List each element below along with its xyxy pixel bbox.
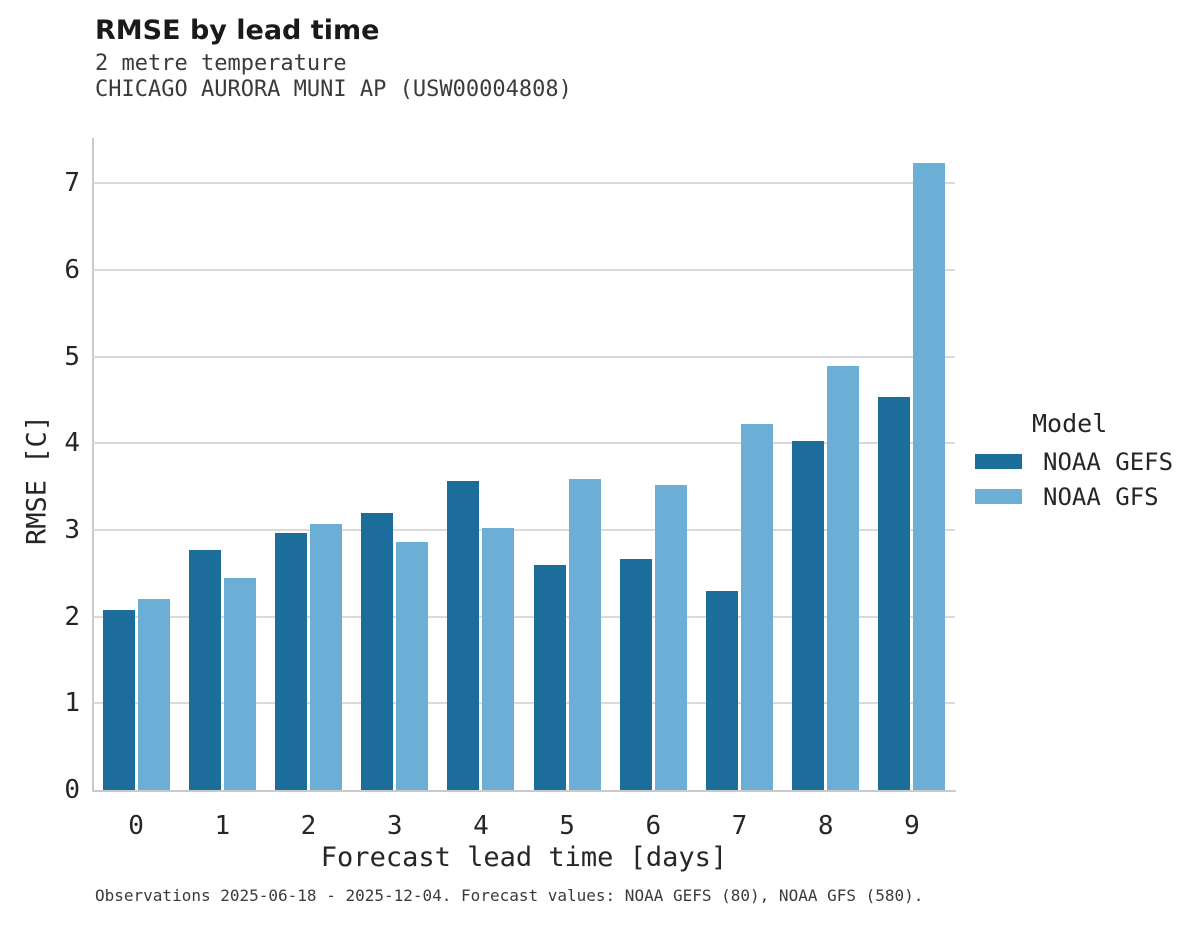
chart-title: RMSE by lead time bbox=[95, 15, 380, 46]
gridline-y-3 bbox=[93, 529, 955, 531]
y-tick-label-2: 2 bbox=[64, 601, 80, 632]
bar-noaa-gfs-lead-8 bbox=[827, 366, 860, 790]
y-tick-label-6: 6 bbox=[64, 255, 80, 285]
y-tick-label-4: 4 bbox=[64, 428, 80, 459]
y-tick-label-7: 7 bbox=[64, 168, 80, 199]
x-axis-spine bbox=[92, 790, 956, 792]
bar-noaa-gefs-lead-6 bbox=[619, 558, 652, 790]
plot-area bbox=[93, 140, 955, 790]
gridline-y-1 bbox=[93, 702, 955, 705]
x-tick-label-7: 7 bbox=[731, 811, 748, 841]
x-tick-label-8: 8 bbox=[817, 811, 834, 841]
bar-noaa-gfs-lead-5 bbox=[568, 478, 601, 790]
y-tick-label-1: 1 bbox=[64, 688, 80, 719]
bar-noaa-gfs-lead-9 bbox=[913, 163, 946, 790]
x-tick-label-1: 1 bbox=[214, 811, 231, 841]
x-axis-label: Forecast lead time [days] bbox=[320, 842, 728, 873]
bar-noaa-gefs-lead-0 bbox=[102, 609, 135, 790]
bar-noaa-gfs-lead-2 bbox=[310, 523, 342, 790]
legend-label-noaa-gefs: NOAA GEFS bbox=[1043, 447, 1174, 476]
bar-noaa-gfs-lead-7 bbox=[741, 424, 773, 790]
bar-noaa-gfs-lead-6 bbox=[654, 484, 687, 790]
gridline-y-6 bbox=[93, 269, 955, 271]
chart-subtitle: 2 metre temperature CHICAGO AURORA MUNI … bbox=[95, 51, 572, 103]
subtitle-station: CHICAGO AURORA MUNI AP (USW00004808) bbox=[95, 77, 572, 102]
bar-noaa-gefs-lead-1 bbox=[188, 549, 221, 790]
x-tick-label-3: 3 bbox=[386, 811, 403, 841]
gridline-y-2 bbox=[93, 615, 955, 618]
legend-label-noaa-gfs: NOAA GFS bbox=[1043, 482, 1159, 511]
bar-noaa-gefs-lead-4 bbox=[447, 480, 480, 790]
bar-noaa-gfs-lead-1 bbox=[223, 577, 256, 790]
gridline-y-5 bbox=[93, 355, 955, 358]
bar-noaa-gefs-lead-8 bbox=[792, 440, 825, 790]
gridline-y-4 bbox=[93, 442, 955, 445]
y-tick-label-5: 5 bbox=[64, 341, 80, 372]
legend-title: Model bbox=[1032, 409, 1108, 438]
bar-noaa-gfs-lead-4 bbox=[482, 528, 515, 790]
legend-swatch-noaa-gfs bbox=[975, 489, 1022, 504]
legend-entry-noaa-gefs: NOAA GEFS bbox=[975, 444, 1195, 479]
x-tick-label-4: 4 bbox=[473, 811, 489, 841]
bar-noaa-gefs-lead-5 bbox=[533, 564, 566, 790]
legend-swatch-noaa-gefs bbox=[975, 454, 1022, 469]
x-tick-label-6: 6 bbox=[645, 811, 662, 841]
subtitle-variable: 2 metre temperature bbox=[95, 51, 347, 76]
legend-entry-noaa-gfs: NOAA GFS bbox=[975, 479, 1195, 514]
x-tick-label-2: 2 bbox=[300, 811, 317, 841]
x-tick-label-5: 5 bbox=[559, 811, 575, 841]
y-axis-label: RMSE [C] bbox=[21, 414, 53, 546]
x-tick-label-0: 0 bbox=[128, 811, 144, 841]
bar-noaa-gefs-lead-2 bbox=[275, 533, 307, 790]
bar-noaa-gefs-lead-7 bbox=[706, 590, 738, 790]
gridline-y-7 bbox=[93, 182, 955, 185]
y-tick-label-0: 0 bbox=[64, 775, 80, 805]
bar-noaa-gefs-lead-9 bbox=[878, 397, 911, 790]
x-tick-label-9: 9 bbox=[904, 811, 920, 841]
y-axis-spine bbox=[92, 138, 94, 792]
bar-noaa-gefs-lead-3 bbox=[361, 512, 394, 790]
footer-note: Observations 2025-06-18 - 2025-12-04. Fo… bbox=[95, 886, 924, 905]
legend: Model NOAA GEFS NOAA GFS bbox=[975, 410, 1195, 514]
bar-noaa-gfs-lead-0 bbox=[137, 599, 170, 790]
bar-noaa-gfs-lead-3 bbox=[396, 542, 429, 790]
y-tick-label-3: 3 bbox=[64, 515, 80, 545]
